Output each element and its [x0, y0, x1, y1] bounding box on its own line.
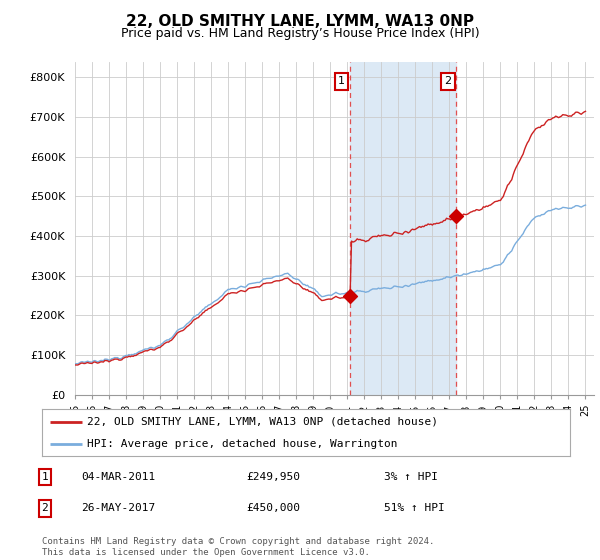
Point — [346, 291, 355, 300]
Text: HPI: Average price, detached house, Warrington: HPI: Average price, detached house, Warr… — [87, 438, 397, 449]
Text: Contains HM Land Registry data © Crown copyright and database right 2024.
This d: Contains HM Land Registry data © Crown c… — [42, 537, 434, 557]
Text: 1: 1 — [41, 472, 49, 482]
Text: 1: 1 — [338, 76, 345, 86]
Text: 04-MAR-2011: 04-MAR-2011 — [81, 472, 155, 482]
Text: 22, OLD SMITHY LANE, LYMM, WA13 0NP (detached house): 22, OLD SMITHY LANE, LYMM, WA13 0NP (det… — [87, 417, 438, 427]
Text: 2: 2 — [444, 76, 451, 86]
Text: £249,950: £249,950 — [246, 472, 300, 482]
Text: 51% ↑ HPI: 51% ↑ HPI — [384, 503, 445, 514]
Bar — [350, 62, 456, 395]
Text: 26-MAY-2017: 26-MAY-2017 — [81, 503, 155, 514]
Text: Price paid vs. HM Land Registry’s House Price Index (HPI): Price paid vs. HM Land Registry’s House … — [121, 27, 479, 40]
Text: 22, OLD SMITHY LANE, LYMM, WA13 0NP: 22, OLD SMITHY LANE, LYMM, WA13 0NP — [126, 14, 474, 29]
Text: 3% ↑ HPI: 3% ↑ HPI — [384, 472, 438, 482]
Text: £450,000: £450,000 — [246, 503, 300, 514]
Point — [451, 212, 461, 221]
Text: 2: 2 — [41, 503, 49, 514]
